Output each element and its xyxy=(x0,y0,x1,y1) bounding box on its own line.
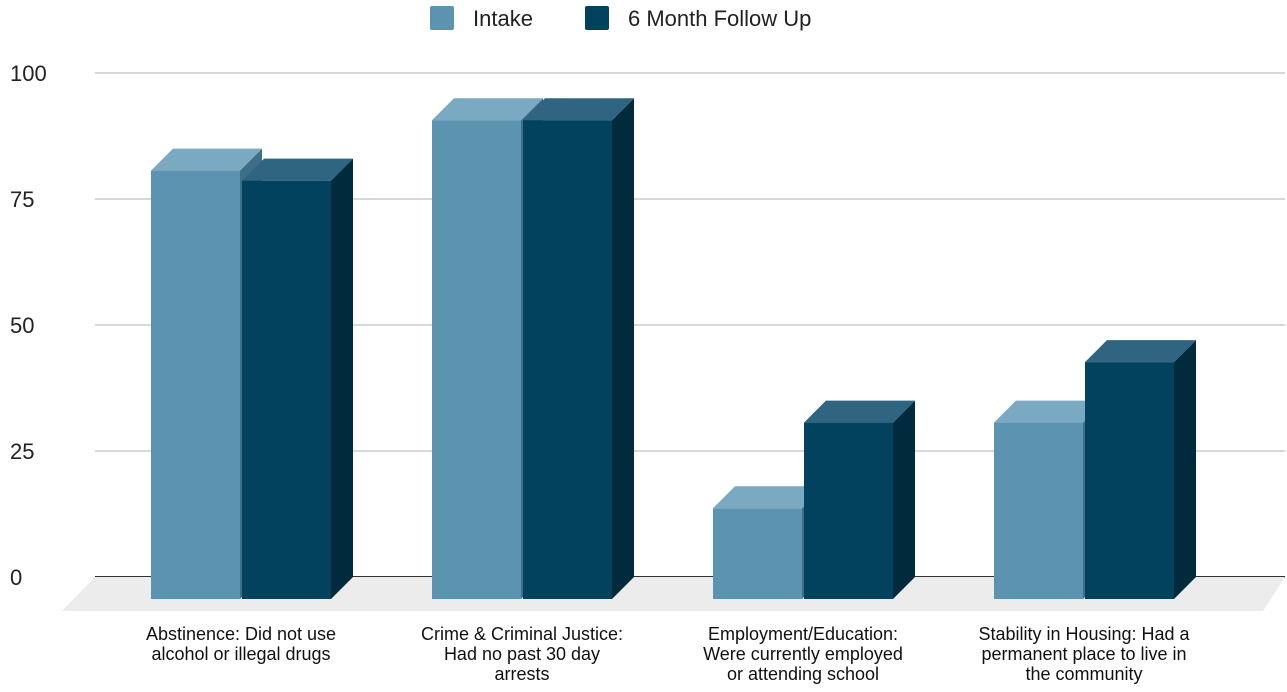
x-tick-label: Abstinence: Did not use alcohol or illega… xyxy=(146,624,336,664)
legend-swatch xyxy=(585,6,609,30)
bar-top xyxy=(151,148,262,171)
legend-item: Intake xyxy=(430,6,533,31)
bar-top xyxy=(523,98,634,121)
bar-side xyxy=(893,400,915,599)
bar xyxy=(151,148,262,599)
bar-front xyxy=(804,422,893,599)
bar-side xyxy=(612,98,634,599)
legend-label: 6 Month Follow Up xyxy=(628,6,811,31)
bar xyxy=(523,98,634,599)
y-tick-label: 50 xyxy=(10,313,34,338)
legend-swatch xyxy=(430,6,454,30)
bar-side xyxy=(1174,340,1196,599)
bar xyxy=(804,400,915,599)
y-tick-label: 100 xyxy=(10,61,47,86)
y-tick-label: 25 xyxy=(10,439,34,464)
bar xyxy=(1085,340,1196,599)
bar-front xyxy=(523,120,612,599)
y-tick-label: 0 xyxy=(10,565,22,590)
bar-front xyxy=(994,422,1083,599)
bar-front xyxy=(242,180,331,599)
bar-top xyxy=(242,158,353,181)
bar-top xyxy=(432,98,543,121)
x-tick-label: Employment/Education: Were currently empl… xyxy=(703,624,903,684)
bar-top xyxy=(1085,340,1196,363)
bar-top xyxy=(994,400,1105,423)
bar-side xyxy=(331,158,353,599)
bar xyxy=(242,158,353,599)
bar-front xyxy=(1085,362,1174,599)
x-tick-label: Crime & Criminal Justice: Had no past 30 … xyxy=(421,624,623,684)
x-axis-labels: Abstinence: Did not use alcohol or illega… xyxy=(146,624,1191,684)
y-axis-ticks: 0 25 50 75 100 xyxy=(10,61,47,590)
bar-front xyxy=(151,170,240,599)
chart-floor xyxy=(62,577,1285,611)
bar-top xyxy=(713,486,824,509)
x-tick-label: Stability in Housing: Had a permanent pla… xyxy=(978,624,1190,684)
legend: Intake 6 Month Follow Up xyxy=(430,6,811,31)
legend-item: 6 Month Follow Up xyxy=(585,6,811,31)
bar-top xyxy=(804,400,915,423)
legend-label: Intake xyxy=(473,6,533,31)
bar-front xyxy=(713,508,802,599)
y-tick-label: 75 xyxy=(10,187,34,212)
bar-front xyxy=(432,120,521,599)
bars xyxy=(151,98,1196,599)
floor-plane xyxy=(62,577,1285,611)
